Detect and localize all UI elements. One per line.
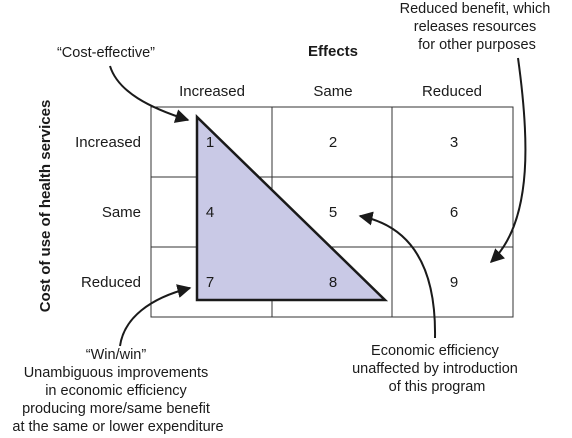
y-axis-title: Cost of use of health services — [37, 100, 54, 313]
cost-effective-triangle — [195, 114, 389, 302]
cell-4: 4 — [206, 204, 214, 221]
row-header-reduced: Reduced — [81, 274, 141, 291]
economic-efficiency-line-3: of this program — [389, 379, 486, 395]
win-win-line-4: producing more/same benefit — [22, 401, 210, 417]
reduced-benefit-line-2: releases resources — [414, 19, 537, 35]
cell-2: 2 — [329, 134, 337, 151]
reduced-benefit-arrow — [489, 57, 527, 263]
win-win-line-1: “Win/win” — [86, 347, 147, 363]
economic-efficiency-line-1: Economic efficiency — [371, 343, 500, 359]
grid-border — [150, 106, 514, 318]
annotation-arrows — [109, 57, 527, 347]
reduced-benefit-line-1: Reduced benefit, which — [400, 1, 551, 17]
cell-1: 1 — [206, 134, 214, 151]
win-win-arrow — [119, 284, 192, 347]
economic-efficiency-label: Economic efficiency unaffected by introd… — [352, 343, 522, 395]
column-header-same: Same — [313, 83, 352, 100]
cost-effective-arrow — [109, 65, 190, 123]
cell-9: 9 — [450, 274, 458, 291]
economic-efficiency-line-2: unaffected by introduction — [352, 361, 518, 377]
cost-effective-label: “Cost-effective” — [57, 45, 155, 61]
cell-3: 3 — [450, 134, 458, 151]
reduced-benefit-line-3: for other purposes — [418, 37, 536, 53]
row-header-same: Same — [102, 204, 141, 221]
win-win-line-3: in economic efficiency — [45, 383, 187, 399]
win-win-line-5: at the same or lower expenditure — [12, 419, 223, 435]
win-win-line-2: Unambiguous improvements — [24, 365, 209, 381]
economic-efficiency-arrow — [358, 211, 437, 339]
column-header-increased: Increased — [179, 83, 245, 100]
cell-7: 7 — [206, 274, 214, 291]
win-win-label: “Win/win” Unambiguous improvements in ec… — [12, 347, 223, 435]
row-header-increased: Increased — [75, 134, 141, 151]
column-header-reduced: Reduced — [422, 83, 482, 100]
cell-8: 8 — [329, 274, 337, 291]
reduced-benefit-label: Reduced benefit, which releases resource… — [400, 1, 555, 53]
cell-6: 6 — [450, 204, 458, 221]
cell-5: 5 — [329, 204, 337, 221]
effects-title: Effects — [308, 43, 358, 60]
